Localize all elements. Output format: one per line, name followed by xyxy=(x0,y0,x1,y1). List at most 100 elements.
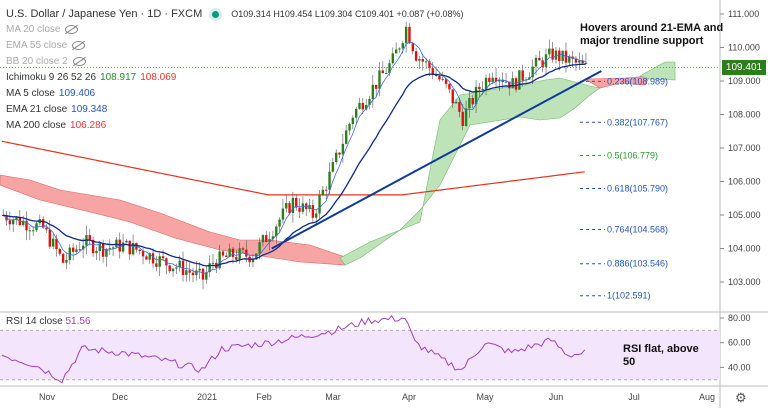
candle-body xyxy=(548,48,551,55)
high-value: H109.454 xyxy=(273,9,313,19)
legend-ma200[interactable]: MA 200 close 106.286 xyxy=(6,118,464,134)
price-tick-label: 111.000 xyxy=(728,9,759,19)
candle-body xyxy=(448,83,451,90)
candle-body xyxy=(431,68,434,76)
candle-body xyxy=(285,203,288,209)
hidden-eye-icon[interactable] xyxy=(72,56,86,66)
rsi-tick-label: 40.00 xyxy=(728,362,751,372)
candle-body xyxy=(65,260,68,263)
rsi-line xyxy=(1,314,586,384)
ichimoku-cloud-future-bearish xyxy=(583,75,651,89)
ma5-line xyxy=(2,41,586,274)
candle-body xyxy=(521,70,524,81)
candle-body xyxy=(145,256,148,260)
symbol-title: U.S. Dollar / Japanese Yen · 1D · FXCM xyxy=(6,8,203,20)
legend-ema21[interactable]: EMA 21 close 109.348 xyxy=(6,102,464,118)
candle-body xyxy=(121,242,125,252)
candle-body xyxy=(321,189,325,196)
candle-body xyxy=(404,26,408,44)
last-price-tag: 109.401 xyxy=(722,60,766,75)
candle-body xyxy=(125,240,128,243)
fib-level-label: 0.618(105.790) xyxy=(607,184,668,194)
legend-label: Ichimoku 9 26 52 26 xyxy=(6,72,97,83)
candle-body xyxy=(358,102,361,109)
hidden-eye-icon[interactable] xyxy=(72,40,86,50)
rsi-legend[interactable]: RSI 14 close 51.56 xyxy=(6,316,91,327)
candle-body xyxy=(301,203,305,212)
candle-body xyxy=(471,97,474,105)
candle-body xyxy=(414,51,418,61)
candle-body xyxy=(228,248,231,257)
candle-body xyxy=(68,247,71,261)
candle-body xyxy=(271,236,275,240)
legend-value: 51.56 xyxy=(65,316,91,327)
candle-body xyxy=(351,117,355,125)
main-annotation: Hovers around 21-EMA and major trendline … xyxy=(580,22,723,48)
legend-label: BB 20 close 2 xyxy=(6,56,68,67)
candle-body xyxy=(394,49,398,54)
candle-body xyxy=(518,70,521,90)
candle-body xyxy=(268,239,271,242)
candle-body xyxy=(211,262,215,264)
candle-body xyxy=(568,56,571,63)
legend-ma20[interactable]: MA 20 close xyxy=(6,22,464,38)
legend: U.S. Dollar / Japanese Yen · 1D · FXCM O1… xyxy=(6,6,464,134)
candle-body xyxy=(95,251,98,254)
hidden-eye-icon[interactable] xyxy=(65,24,79,34)
candle-body xyxy=(411,43,414,52)
candle-body xyxy=(418,59,421,61)
price-tick-label: 107.000 xyxy=(728,143,761,153)
candle-body xyxy=(558,50,561,62)
candle-body xyxy=(398,48,401,50)
candle-body xyxy=(78,249,81,251)
candle-body xyxy=(81,245,85,250)
candle-body xyxy=(574,58,578,63)
candle-body xyxy=(331,162,335,172)
legend-label: MA 5 close xyxy=(6,88,55,99)
candle-body xyxy=(311,205,315,218)
ichimoku-cloud-future-bullish xyxy=(639,61,676,81)
candle-body xyxy=(41,219,45,228)
time-tick-label: Feb xyxy=(256,392,272,402)
candle-body xyxy=(108,248,111,250)
candle-body xyxy=(171,268,175,272)
candle-body xyxy=(381,70,385,74)
candle-body xyxy=(61,253,65,263)
candle-body xyxy=(111,247,115,249)
candle-body xyxy=(225,255,228,257)
settings-gear-icon[interactable]: ⚙ xyxy=(735,390,747,405)
candle-body xyxy=(441,78,444,80)
candle-body xyxy=(258,242,261,254)
legend-ema55[interactable]: EMA 55 close xyxy=(6,38,464,54)
candle-body xyxy=(181,260,185,275)
candle-body xyxy=(245,249,248,257)
rsi-band xyxy=(0,330,720,380)
candle-body xyxy=(275,226,278,237)
annotation-line: 50 xyxy=(623,356,636,368)
close-value: C109.401 xyxy=(354,9,394,19)
candle-body xyxy=(391,53,395,64)
fib-level-label: 0.764(104.568) xyxy=(607,224,668,234)
candle-body xyxy=(251,259,255,263)
candle-body xyxy=(318,195,321,214)
candle-body xyxy=(534,57,538,67)
candle-body xyxy=(328,171,331,190)
time-tick-label: Nov xyxy=(39,392,56,402)
legend-ichimoku[interactable]: Ichimoku 9 26 52 26 108.917 108.069 xyxy=(6,70,464,86)
candle-body xyxy=(295,197,298,208)
candle-body xyxy=(531,66,534,78)
candle-body xyxy=(508,81,511,89)
time-tick-label: Jun xyxy=(549,392,564,402)
ohlc-values: O109.314 H109.454 L109.304 C109.401 +0.0… xyxy=(231,9,463,19)
candle-body xyxy=(261,235,265,243)
candle-body xyxy=(175,267,178,269)
candle-body xyxy=(528,77,531,80)
candle-body xyxy=(48,229,52,247)
candle-body xyxy=(488,77,491,82)
fib-level-label: 0.236(108.989) xyxy=(607,76,668,86)
legend-bb[interactable]: BB 20 close 2 xyxy=(6,54,464,70)
candle-body xyxy=(208,263,211,273)
candle-body xyxy=(191,272,195,276)
legend-ma5[interactable]: MA 5 close 109.406 xyxy=(6,86,464,102)
